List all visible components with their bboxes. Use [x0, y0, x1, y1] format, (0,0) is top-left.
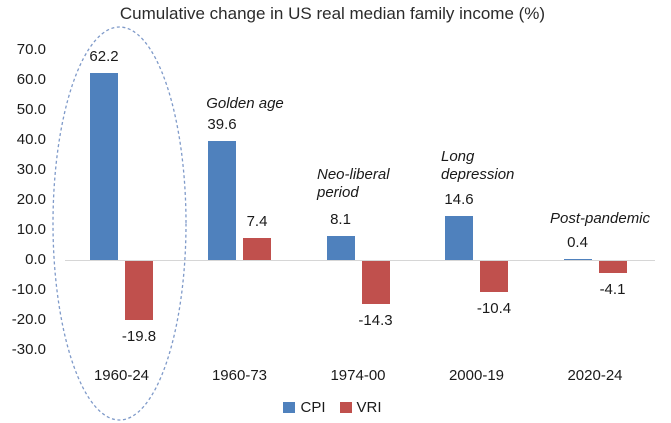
legend-item-vri: VRI — [339, 399, 382, 416]
y-axis-tick-label: -20.0 — [11, 311, 46, 328]
legend-swatch-vri — [339, 402, 352, 413]
category-label: 2000-19 — [448, 367, 505, 384]
value-label: 14.6 — [444, 191, 474, 209]
y-axis-tick-label: 40.0 — [16, 131, 46, 148]
value-label: 8.1 — [330, 210, 351, 228]
annotation-post-pandemic: Post-pandemic — [549, 210, 651, 227]
y-axis-tick-label: 10.0 — [16, 221, 46, 238]
bar-cpi-2020-24 — [563, 258, 592, 260]
bar-cpi-2000-19 — [445, 216, 473, 260]
bar-cpi-1960-24 — [90, 73, 118, 260]
value-label: -19.8 — [121, 328, 157, 346]
value-label: 62.2 — [89, 48, 119, 66]
value-label: 0.4 — [567, 233, 588, 251]
category-label: 2020-24 — [567, 367, 623, 384]
annotation-golden-age: Golden age — [206, 95, 284, 112]
zero-axis-line — [65, 260, 655, 261]
bar-vri-2020-24 — [598, 261, 627, 274]
bar-vri-1974-00 — [361, 261, 390, 304]
value-label: 39.6 — [207, 116, 237, 134]
legend-item-cpi: CPI — [283, 399, 326, 416]
y-axis-tick-label: 20.0 — [16, 191, 46, 208]
value-label: 7.4 — [246, 212, 268, 230]
category-label: 1974-00 — [330, 367, 386, 384]
bar-cpi-1974-00 — [326, 235, 355, 260]
value-label: -4.1 — [599, 281, 626, 299]
annotation-long-depression: Long depression — [441, 148, 515, 183]
bar-cpi-1960-73 — [208, 141, 236, 260]
y-axis-tick-label: 60.0 — [16, 71, 46, 88]
category-label: 1960-24 — [93, 367, 150, 384]
bar-vri-2000-19 — [480, 261, 508, 293]
legend-label: CPI — [300, 399, 326, 416]
value-label: -14.3 — [358, 311, 393, 329]
annotation-neo-liberal-period: Neo-liberal period — [317, 166, 390, 201]
legend-swatch-cpi — [283, 402, 296, 413]
y-axis-tick-label: 70.0 — [16, 41, 46, 58]
legend: CPI VRI — [0, 399, 665, 416]
chart-title: Cumulative change in US real median fami… — [119, 4, 546, 23]
highlight-ellipse — [52, 26, 187, 421]
bar-vri-1960-24 — [125, 261, 153, 321]
category-label: 1960-73 — [211, 367, 268, 384]
y-axis-tick-label: -10.0 — [11, 281, 46, 298]
legend-label: VRI — [356, 399, 382, 416]
y-axis-tick-label: -30.0 — [11, 341, 46, 358]
value-label: -10.4 — [476, 300, 512, 318]
y-axis-tick-label: 30.0 — [16, 161, 46, 178]
bar-vri-1960-73 — [243, 237, 271, 260]
y-axis-tick-label: 50.0 — [16, 101, 46, 118]
y-axis-tick-label: 0.0 — [25, 251, 46, 268]
